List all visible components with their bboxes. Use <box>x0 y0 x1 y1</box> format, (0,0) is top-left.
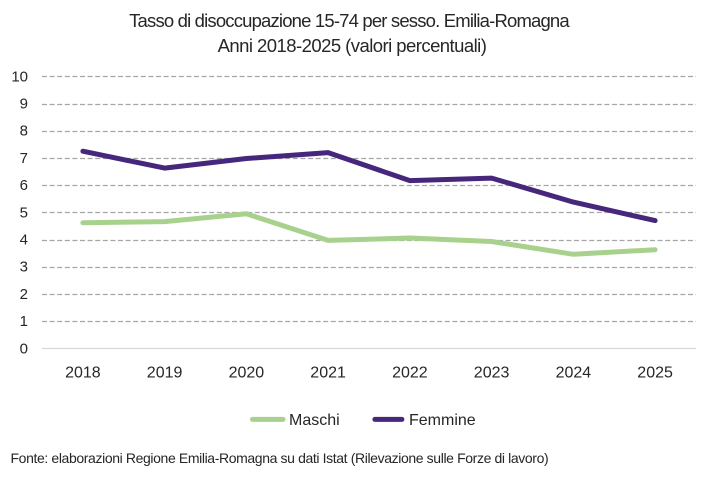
svg-text:2021: 2021 <box>310 365 346 382</box>
svg-text:Femmine: Femmine <box>409 412 476 429</box>
svg-text:10: 10 <box>11 68 28 85</box>
svg-text:6: 6 <box>20 177 28 194</box>
svg-text:5: 5 <box>20 204 28 221</box>
svg-text:2018: 2018 <box>65 365 101 382</box>
svg-text:8: 8 <box>20 123 28 140</box>
svg-text:Maschi: Maschi <box>289 412 340 429</box>
svg-text:7: 7 <box>20 150 28 167</box>
svg-text:4: 4 <box>20 232 28 249</box>
svg-text:0: 0 <box>20 340 28 357</box>
svg-text:2025: 2025 <box>637 365 673 382</box>
svg-text:Anni 2018-2025 (valori percent: Anni 2018-2025 (valori percentuali) <box>218 35 487 56</box>
svg-text:2019: 2019 <box>147 365 183 382</box>
svg-text:2022: 2022 <box>392 365 428 382</box>
svg-text:9: 9 <box>20 96 28 113</box>
svg-text:2020: 2020 <box>229 365 265 382</box>
svg-text:1: 1 <box>20 313 28 330</box>
svg-text:2024: 2024 <box>556 365 592 382</box>
svg-text:Tasso di disoccupazione 15-74: Tasso di disoccupazione 15-74 per sesso.… <box>129 10 570 31</box>
svg-text:2023: 2023 <box>474 365 510 382</box>
svg-text:3: 3 <box>20 259 28 276</box>
svg-text:2: 2 <box>20 286 28 303</box>
svg-text:Fonte: elaborazioni Regione Em: Fonte: elaborazioni Regione Emilia-Romag… <box>11 450 549 466</box>
